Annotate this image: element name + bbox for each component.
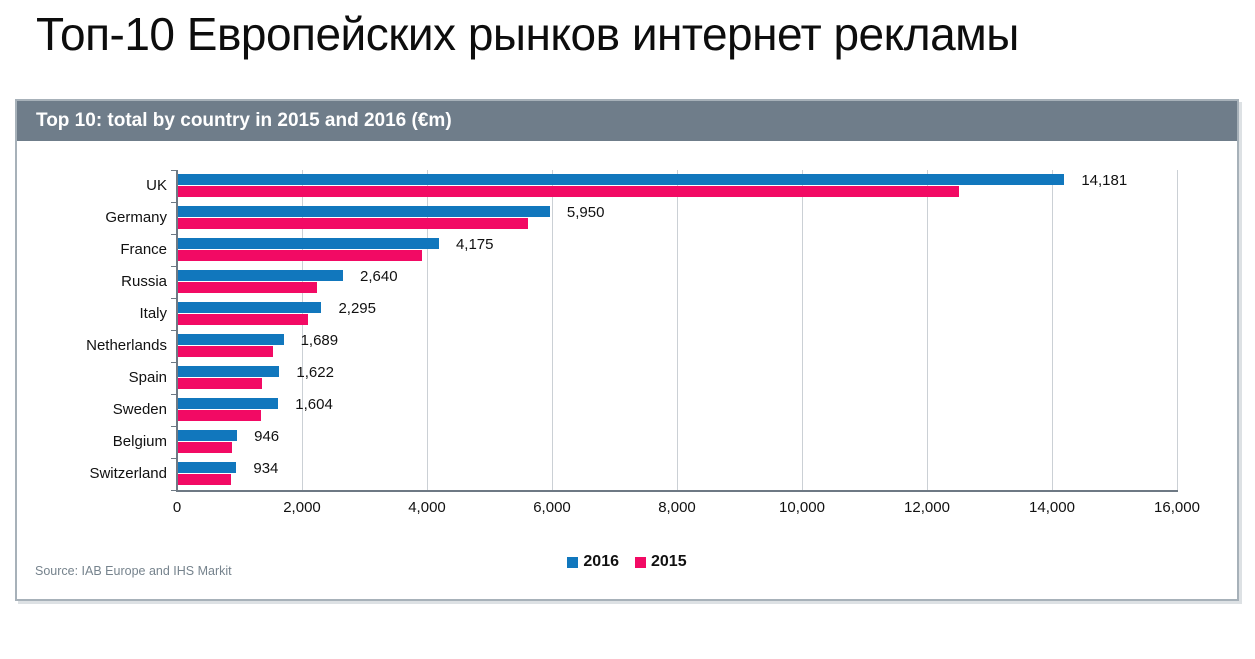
category-label: Germany — [105, 209, 167, 226]
bar-2015 — [178, 282, 317, 293]
x-tick-label: 0 — [172, 499, 182, 516]
legend-label: 2015 — [651, 553, 687, 570]
value-label: 4,175 — [455, 236, 494, 253]
y-axis-tick — [171, 426, 176, 427]
bar-2016 — [178, 206, 550, 217]
bar-2016 — [178, 174, 1065, 185]
y-axis-tick — [171, 490, 176, 491]
category-label: Italy — [139, 305, 167, 322]
category-label: Russia — [121, 273, 167, 290]
value-label: 14,181 — [1081, 172, 1128, 189]
value-label: 1,689 — [300, 332, 339, 349]
x-tick-label: 4,000 — [408, 499, 446, 516]
gridline — [552, 170, 553, 490]
bar-2016 — [178, 302, 322, 313]
bar-2015 — [178, 410, 262, 421]
value-label: 934 — [253, 460, 279, 477]
gridline — [302, 170, 303, 490]
gridline — [1177, 170, 1178, 490]
value-label: 1,622 — [296, 364, 334, 381]
value-label: 5,950 — [566, 204, 605, 221]
y-axis-tick — [171, 298, 176, 299]
bar-2015 — [178, 378, 262, 389]
x-tick-label: 16,000 — [1154, 499, 1200, 516]
y-axis-tick — [171, 234, 176, 235]
x-tick-label: 2,000 — [283, 499, 321, 516]
gridline — [927, 170, 928, 490]
gridline — [802, 170, 803, 490]
bar-chart: UK 14,181 Germany 5,950 France 4,175 Russia 2,6… — [17, 101, 1237, 599]
value-label: 1,604 — [295, 396, 333, 413]
x-tick-label: 8,000 — [658, 499, 696, 516]
y-axis-tick — [171, 170, 176, 171]
gridline — [427, 170, 428, 490]
bar-2015 — [178, 474, 231, 485]
bar-2015 — [178, 218, 528, 229]
bar-2016 — [178, 334, 284, 345]
bar-2015 — [178, 314, 308, 325]
bar-2016 — [178, 270, 343, 281]
bar-2016 — [178, 430, 238, 441]
y-axis-tick — [171, 458, 176, 459]
category-label: France — [120, 241, 167, 258]
legend-swatch-2016 — [567, 556, 579, 568]
bar-2015 — [178, 346, 273, 357]
x-tick-label: 10,000 — [779, 499, 825, 516]
page-title: Топ-10 Европейских рынков интернет рекла… — [36, 8, 1019, 60]
category-label: Sweden — [112, 401, 167, 418]
bar-2015 — [178, 442, 233, 453]
legend-entry-2015: 2015 — [635, 553, 687, 571]
gridline — [677, 170, 678, 490]
source-note: Source: IAB Europe and IHS Markit — [35, 564, 232, 578]
value-label: 2,640 — [360, 268, 398, 285]
y-axis-tick — [171, 330, 176, 331]
bar-2016 — [178, 398, 279, 409]
legend-swatch-2015 — [635, 556, 646, 568]
y-axis-tick — [171, 394, 176, 395]
bar-2016 — [178, 366, 280, 377]
gridline — [1052, 170, 1053, 490]
bar-2015 — [178, 250, 423, 261]
bar-2015 — [178, 186, 960, 197]
category-label: UK — [146, 177, 167, 194]
x-axis-line — [176, 490, 1178, 492]
chart-legend: 2016 2015 — [17, 553, 1237, 571]
legend-entry-2016: 2016 — [567, 553, 619, 571]
bar-2016 — [178, 462, 237, 473]
y-axis-tick — [171, 202, 176, 203]
value-label: 2,295 — [338, 300, 376, 317]
value-label: 946 — [254, 428, 280, 445]
chart-panel: Top 10: total by country in 2015 and 201… — [15, 99, 1239, 601]
y-axis-tick — [171, 266, 176, 267]
category-label: Spain — [128, 369, 167, 386]
category-label: Switzerland — [89, 465, 167, 482]
x-tick-label: 12,000 — [904, 499, 950, 516]
category-label: Belgium — [112, 433, 167, 450]
category-label: Netherlands — [86, 337, 167, 354]
y-axis-tick — [171, 362, 176, 363]
x-tick-label: 6,000 — [533, 499, 571, 516]
legend-label: 2016 — [583, 553, 619, 570]
x-tick-label: 14,000 — [1029, 499, 1075, 516]
bar-2016 — [178, 238, 439, 249]
y-axis-line — [176, 170, 178, 490]
chart-panel-header: Top 10: total by country in 2015 and 201… — [17, 101, 1237, 141]
